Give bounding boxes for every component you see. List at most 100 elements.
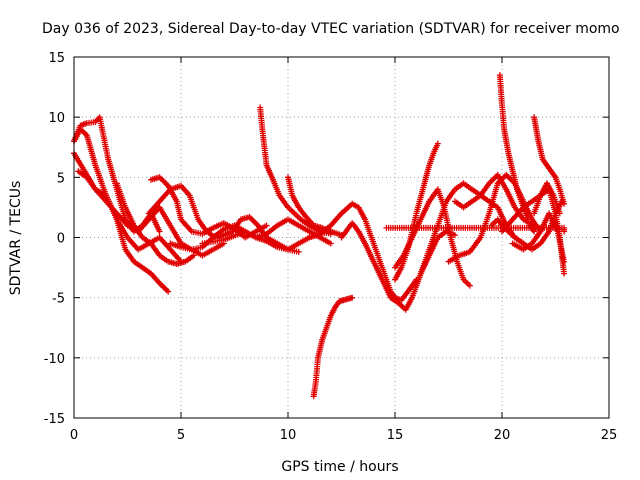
data-point-trace (531, 194, 543, 215)
data-point-trace (297, 223, 311, 234)
data-point (434, 140, 441, 147)
data-point-trace (447, 253, 461, 264)
data-point-trace (379, 266, 393, 293)
data-point-trace (149, 242, 162, 257)
data-point-trace (123, 248, 136, 263)
data-point-trace (470, 193, 482, 204)
x-tick-label: 15 (387, 428, 404, 443)
data-point-trace (342, 296, 350, 303)
data-point-trace (499, 104, 507, 130)
data-point-trace (551, 194, 563, 215)
data-point (556, 210, 563, 217)
data-point-trace (201, 247, 215, 258)
data-point-trace (303, 214, 316, 227)
data-point-trace (286, 241, 300, 252)
data-point-trace (141, 265, 153, 276)
data-point-trace (489, 218, 500, 227)
data-point-trace (329, 211, 344, 227)
data-point-trace (97, 116, 111, 161)
series-arc-l (306, 200, 420, 304)
data-point-trace (79, 127, 89, 137)
data-point-trace (403, 296, 415, 311)
data-point-trace (495, 218, 504, 227)
data-point-trace (371, 260, 385, 281)
data-point-trace (265, 223, 279, 236)
data-point-trace (553, 176, 563, 191)
data-point-trace (523, 212, 533, 227)
data-point-trace (79, 120, 89, 128)
chart-title: Day 036 of 2023, Sidereal Day-to-day VTE… (42, 21, 620, 37)
data-point-trace (93, 115, 102, 124)
data-point-trace (495, 173, 509, 191)
data-point-trace (514, 188, 524, 203)
y-axis-label: SDTVAR / TECUs (8, 181, 24, 296)
data-point-trace (222, 229, 247, 243)
data-point-trace (545, 163, 554, 173)
x-tick-label: 10 (280, 428, 297, 443)
data-point-trace (318, 223, 333, 236)
data-point (263, 222, 270, 229)
data-point-trace (362, 218, 376, 245)
data-point-trace (468, 236, 483, 254)
data-point-trace (184, 253, 196, 264)
data-point-trace (71, 124, 83, 143)
data-point-trace (462, 181, 474, 192)
data-point-trace (393, 254, 406, 269)
x-axis-label: GPS time / hours (281, 459, 398, 475)
data-point-trace (158, 281, 170, 294)
data-point (190, 252, 197, 259)
series-arc-m (310, 294, 356, 400)
data-point-trace (530, 230, 543, 245)
data-point-trace (356, 206, 368, 221)
data-point-trace (388, 290, 397, 300)
series-arc-x (509, 210, 568, 265)
data-point (561, 200, 568, 207)
series-arc-v (531, 114, 568, 207)
data-point-trace (77, 169, 89, 180)
data-point-trace (431, 142, 440, 155)
data-point-trace (168, 224, 183, 245)
data-point (561, 228, 568, 235)
data-point-trace (211, 227, 226, 240)
data-point-trace (444, 188, 457, 203)
data-point-trace (72, 152, 87, 173)
x-tick-label: 5 (177, 428, 185, 443)
data-point-trace (435, 200, 449, 227)
data-point-trace (259, 128, 270, 167)
series-arc-e (113, 180, 197, 267)
x-tick-label: 20 (494, 428, 511, 443)
data-point-trace (141, 235, 153, 246)
data-point-trace (320, 326, 329, 341)
data-point-trace (247, 215, 260, 228)
data-point-trace (132, 224, 145, 239)
y-tick-label: 10 (48, 111, 65, 126)
data-point-trace (211, 220, 225, 231)
data-point-trace (453, 199, 465, 210)
data-point-trace (244, 229, 258, 240)
data-point-trace (132, 259, 144, 270)
data-point-trace (293, 211, 303, 221)
data-point-trace (540, 157, 549, 167)
data-point-trace (420, 164, 432, 191)
data-point-trace (158, 175, 170, 188)
data-point-trace (340, 202, 354, 216)
data-point-trace (420, 248, 432, 269)
data-point-trace (179, 218, 194, 233)
data-point-trace (297, 235, 311, 246)
data-point-trace (313, 357, 321, 383)
series-arc-y (531, 180, 563, 217)
data-point-trace (413, 188, 426, 215)
data-point-trace (393, 295, 403, 303)
data-point-trace (418, 200, 432, 221)
data-point-trace (265, 239, 279, 250)
data-point-trace (436, 229, 448, 240)
data-point-trace (114, 218, 130, 239)
data-point-trace (123, 206, 137, 227)
data-point-trace (504, 188, 517, 209)
data-point-trace (147, 199, 162, 215)
data-point-trace (350, 201, 360, 210)
data-point (466, 282, 473, 289)
data-point (156, 228, 163, 235)
data-point (327, 240, 334, 247)
data-point-trace (544, 182, 556, 197)
